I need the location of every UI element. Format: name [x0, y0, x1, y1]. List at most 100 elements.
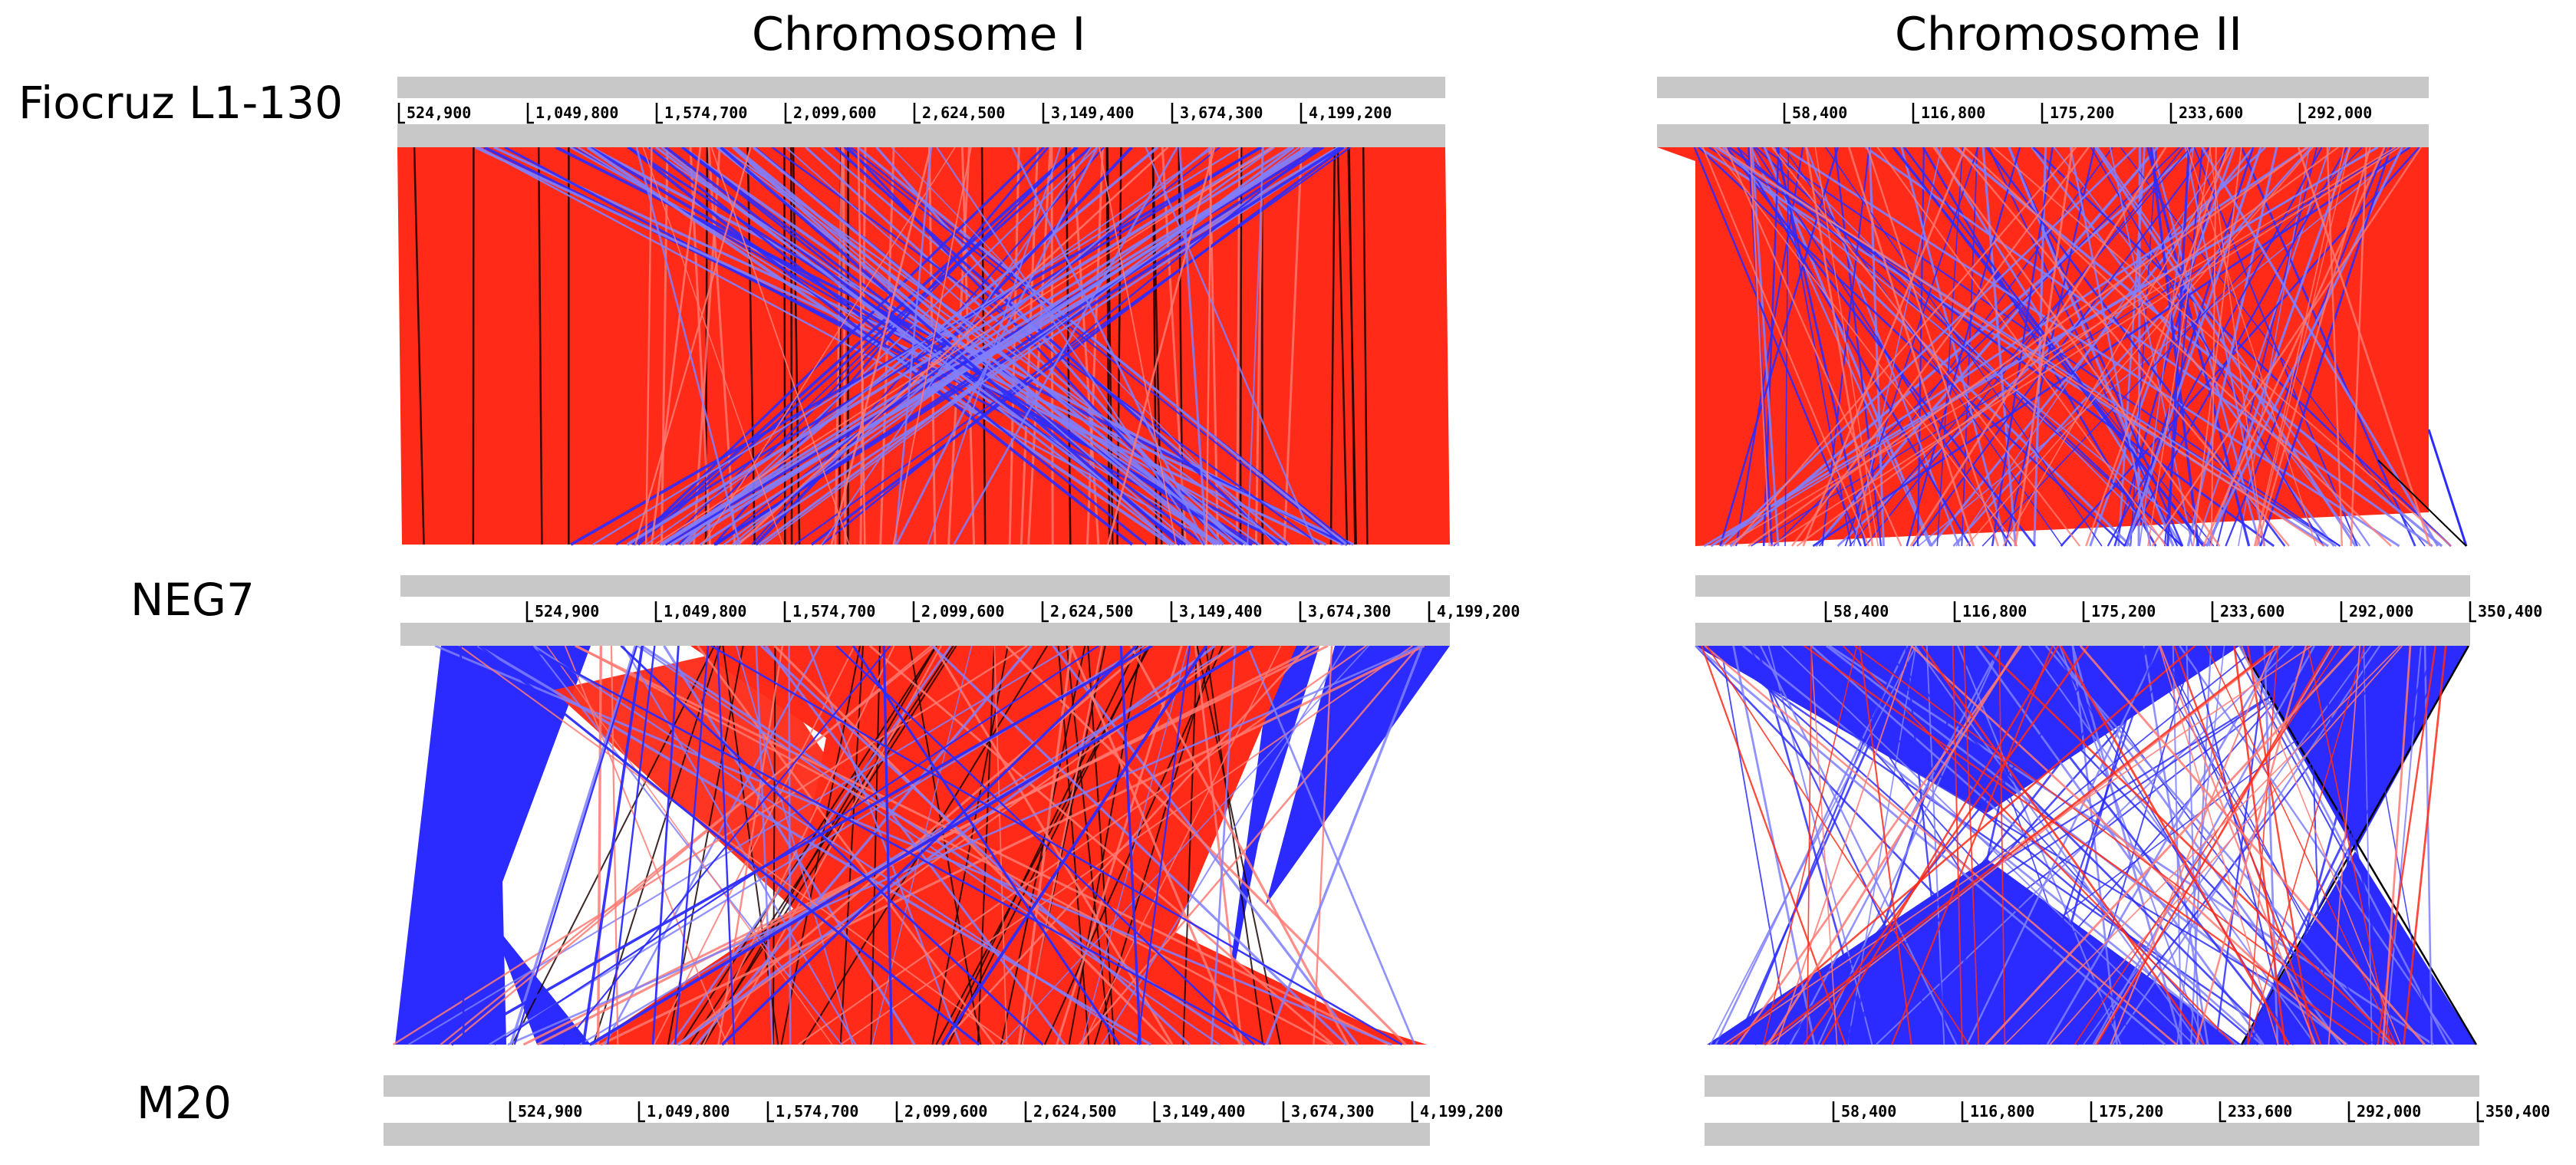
- inverted-match-link: [494, 645, 1099, 1045]
- match-link: [1964, 146, 2392, 547]
- inverted-match-link: [2358, 645, 2432, 1045]
- block-boundary: [413, 146, 425, 545]
- track-bar-bottom: [400, 623, 1450, 646]
- inverted-match-link: [1781, 146, 2400, 548]
- match-link: [2002, 146, 2234, 547]
- block-boundary: [689, 645, 954, 1045]
- match-link: [641, 644, 1246, 1046]
- inverted-match-link: [2090, 146, 2324, 547]
- genome-label-neg7: NEG7: [130, 574, 255, 626]
- tick-mark: [637, 1101, 645, 1123]
- inverted-match-link: [1737, 146, 1972, 547]
- match-link: [1804, 645, 2368, 1045]
- inverted-match-link: [1695, 645, 2080, 1045]
- inverted-match-link: [794, 146, 1352, 545]
- match-link: [604, 645, 821, 1045]
- tick-mark: [1912, 103, 1919, 124]
- genome-label-m20: M20: [137, 1077, 232, 1129]
- match-link: [1205, 146, 1213, 545]
- tick-mark: [1428, 601, 1435, 623]
- match-link: [2096, 645, 2332, 1045]
- match-link: [830, 146, 932, 545]
- match-link: [670, 645, 952, 1045]
- match-link: [1021, 645, 1103, 1045]
- block-boundary: [792, 146, 801, 545]
- inverted-match-link: [1981, 146, 2017, 547]
- inverted-match-link: [620, 644, 1044, 1046]
- inverted-match-link: [2240, 146, 2416, 547]
- inverted-match-link: [1750, 146, 1932, 547]
- tick-mark: [1024, 1101, 1032, 1123]
- inverted-match-link: [1772, 146, 2169, 547]
- match-link: [600, 644, 1425, 1046]
- match-link: [1804, 146, 1874, 547]
- tick-label: 233,600: [2179, 104, 2243, 122]
- tick-mark: [1783, 103, 1790, 124]
- match-link: [509, 645, 637, 1045]
- inverted-match-link: [1738, 645, 1904, 1045]
- inverted-match-link: [715, 146, 1325, 546]
- inverted-match-link: [1864, 146, 2433, 548]
- inverted-match-link: [660, 146, 1311, 546]
- match-link: [1008, 146, 1020, 545]
- tick-mark: [1299, 601, 1306, 623]
- inverted-match-link: [1810, 644, 2263, 1046]
- rearranged-block: [552, 646, 1020, 1045]
- match-link: [651, 146, 702, 545]
- tick-label: 3,674,300: [1180, 104, 1263, 122]
- match-link: [1770, 146, 2400, 547]
- match-link: [1810, 645, 1838, 1045]
- tick-label: 350,400: [2485, 1102, 2550, 1121]
- tick-label: 350,400: [2478, 602, 2542, 620]
- tick-mark: [2169, 103, 2177, 124]
- match-link: [1764, 644, 2278, 1046]
- match-link: [1732, 146, 2077, 547]
- inverted-match-link: [2315, 645, 2396, 1045]
- match-link: [2377, 459, 2467, 547]
- match-link: [842, 146, 847, 545]
- tick-mark: [1953, 601, 1961, 623]
- inverted-match-link: [588, 644, 1254, 1046]
- match-link: [1005, 644, 1407, 1046]
- inverted-match-link: [835, 645, 1255, 1045]
- track-bar-top: [1705, 1075, 2479, 1097]
- rearranged-block: [1151, 920, 1427, 1045]
- inverted-match-link: [563, 645, 891, 1045]
- match-link: [2403, 645, 2447, 1045]
- match-link: [717, 645, 784, 1045]
- inverted-match-link: [2238, 146, 2311, 547]
- inverted-match-link: [2051, 645, 2342, 1045]
- inverted-match-link: [1914, 645, 2201, 1045]
- match-link: [857, 146, 866, 545]
- tick-label: 2,099,600: [921, 602, 1004, 620]
- collinear-block: [1657, 147, 1695, 161]
- match-link: [760, 644, 1191, 1046]
- genome-track-neg7-chr1: 524,900 1,049,800 1,574,700 2,099,600 2,624,…: [400, 575, 1520, 646]
- tick-mark: [766, 1101, 774, 1123]
- match-link: [2195, 645, 2308, 1045]
- synteny-panel-chr2-fiocruz-neg7: [1657, 146, 2468, 548]
- match-link: [697, 645, 996, 1045]
- synteny-ribbons-layer: [392, 146, 2478, 1046]
- match-link: [2079, 645, 2426, 1045]
- track-bar-bottom: [384, 1123, 1430, 1146]
- match-link: [2255, 146, 2371, 547]
- inverted-match-link: [627, 146, 1244, 546]
- tick-label: 1,049,800: [535, 104, 618, 122]
- inverted-match-link: [1693, 146, 1862, 547]
- match-link: [575, 644, 1391, 1046]
- tick-label: 4,199,200: [1420, 1102, 1503, 1121]
- inverted-block: [1266, 646, 1450, 905]
- synteny-panel-chr1-neg7-m20: [392, 644, 1450, 1046]
- inverted-block: [395, 646, 591, 1045]
- tick-label: 3,149,400: [1162, 1102, 1245, 1121]
- match-link: [1866, 146, 1999, 547]
- inverted-match-link: [721, 644, 1138, 1046]
- match-link: [1749, 146, 1771, 547]
- tick-label: 3,149,400: [1051, 104, 1134, 122]
- track-ruler: [400, 597, 1450, 623]
- match-link: [1769, 645, 2281, 1045]
- inverted-match-link: [857, 146, 1347, 546]
- block-boundary: [790, 146, 793, 545]
- tick-label: 58,400: [1792, 104, 1847, 122]
